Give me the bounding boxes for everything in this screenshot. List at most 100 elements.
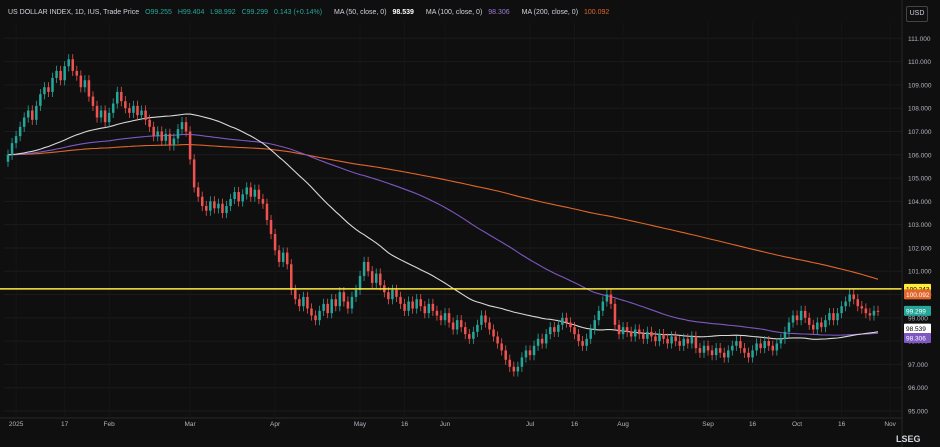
candle-body [342, 292, 346, 302]
candle-body [625, 327, 629, 332]
candle [735, 336, 738, 351]
candle-body [35, 105, 38, 120]
ma50-label[interactable]: MA (50, close, 0) [334, 9, 387, 16]
candle [751, 345, 754, 363]
ma50-price-badge: 98.539 [906, 326, 926, 333]
candle-body [524, 350, 528, 358]
candle-body [358, 275, 362, 290]
candle-body [233, 192, 236, 200]
candle-body [116, 91, 119, 104]
candle-body [799, 310, 803, 321]
candle [403, 298, 406, 316]
candle-body [638, 329, 641, 335]
candle [196, 182, 200, 202]
candle [565, 312, 568, 328]
candle [557, 319, 560, 337]
candle [686, 333, 690, 349]
candle [334, 294, 338, 312]
candle [399, 291, 402, 309]
candle [577, 329, 580, 347]
candle-body [281, 252, 285, 262]
candle-body [302, 296, 305, 307]
candle-body [666, 338, 669, 344]
candle [443, 308, 447, 326]
candle-body [148, 119, 151, 127]
ma100-label[interactable]: MA (100, close, 0) [425, 9, 483, 16]
lseg-logo: LSEG [896, 434, 921, 444]
candle [540, 333, 544, 349]
candle-body [852, 294, 855, 300]
candle [120, 86, 123, 107]
candle-body [706, 345, 710, 351]
x-tick-label: Mar [184, 421, 196, 428]
candle [225, 200, 228, 219]
candle-body [245, 187, 248, 195]
candle-body [528, 350, 532, 356]
y-tick-label: 102.000 [908, 245, 932, 252]
candle [358, 270, 362, 296]
candle-body [213, 201, 216, 209]
candle-body [767, 341, 770, 346]
candle-body [423, 306, 427, 314]
candle-body [601, 301, 605, 311]
candle [731, 340, 734, 356]
candle [795, 310, 799, 326]
ma200-label[interactable]: MA (200, close, 0) [521, 9, 579, 16]
candle-body [690, 336, 694, 344]
candle [836, 308, 839, 326]
candle-body [617, 324, 621, 335]
candle-body [103, 110, 107, 123]
candle-body [366, 261, 370, 272]
candle [807, 312, 811, 330]
candle-body [91, 96, 95, 106]
y-tick-label: 111.000 [908, 36, 931, 43]
candle-body [6, 154, 10, 162]
y-tick-label: 105.000 [908, 176, 932, 183]
candle [824, 315, 827, 333]
candle [492, 324, 495, 342]
candle-body [779, 338, 783, 344]
candle [387, 287, 390, 305]
candle [629, 326, 633, 342]
candle [209, 196, 212, 216]
candle-body [613, 303, 617, 325]
candle [803, 305, 807, 323]
candle [257, 184, 261, 205]
candle-body [391, 289, 394, 300]
candle-body [662, 334, 665, 339]
candle [524, 345, 528, 363]
candle-body [553, 327, 556, 332]
candle [536, 333, 540, 351]
candle-body [338, 292, 342, 307]
candle [714, 342, 718, 361]
candle-body [492, 329, 495, 337]
candle [812, 319, 815, 335]
candle [476, 319, 479, 337]
x-tick-label: May [354, 421, 367, 428]
time-axis[interactable]: 2025 17 Feb Mar Apr May 16 Jun Jul 16 Aug Sep 16 Oct 1… [9, 421, 897, 428]
candle [872, 305, 876, 321]
candle-body [124, 101, 127, 109]
candle [674, 331, 677, 347]
candle [391, 284, 394, 305]
candle [472, 326, 475, 344]
candle [330, 294, 333, 319]
candle-body [144, 110, 147, 120]
candle [213, 196, 216, 214]
symbol-label[interactable]: US DOLLAR INDEX, 1D, IUS, Trade Price [8, 9, 140, 16]
candle [168, 128, 172, 151]
candle-body [83, 80, 87, 88]
candle-body [872, 310, 876, 316]
candle-body [285, 252, 289, 265]
candle-body [136, 105, 139, 116]
candle [407, 296, 410, 316]
candle-body [868, 313, 872, 316]
y-tick-label: 103.000 [908, 222, 932, 229]
candle [152, 121, 155, 142]
candle [431, 298, 435, 316]
candle-body [221, 203, 224, 214]
currency-button[interactable]: USD [906, 6, 928, 22]
candle [464, 322, 467, 340]
candle [411, 296, 414, 314]
